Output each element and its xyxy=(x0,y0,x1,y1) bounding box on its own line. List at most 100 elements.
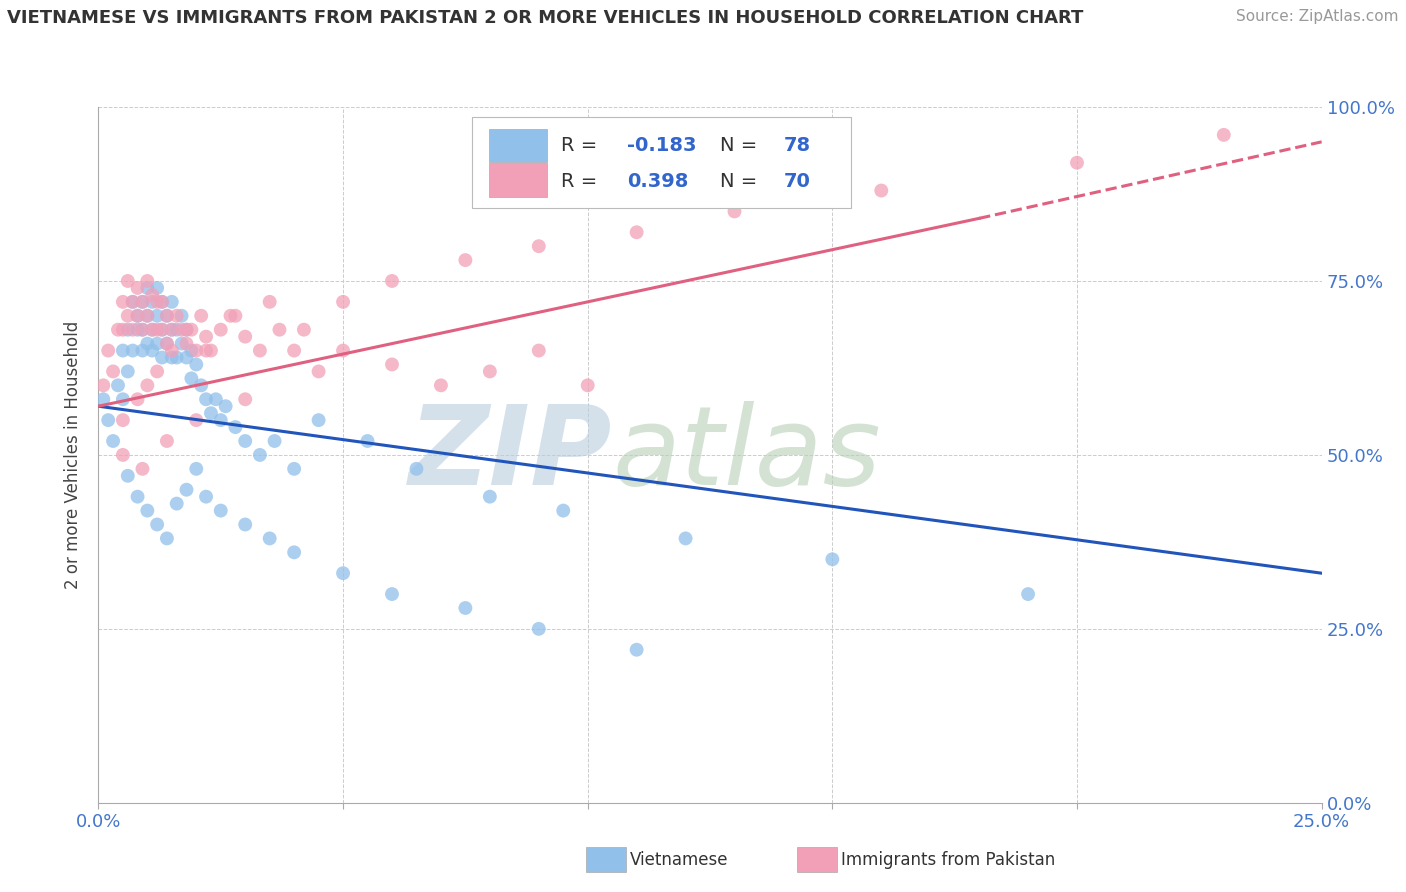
Text: atlas: atlas xyxy=(612,401,880,508)
Point xyxy=(141,294,163,309)
Point xyxy=(127,281,149,295)
Point xyxy=(146,323,169,337)
Point xyxy=(195,490,218,504)
Point xyxy=(156,336,179,351)
Point xyxy=(150,294,173,309)
Point xyxy=(160,323,183,337)
Point xyxy=(121,323,143,337)
Point xyxy=(111,448,134,462)
Point xyxy=(127,392,149,407)
Point xyxy=(131,323,153,337)
Text: 70: 70 xyxy=(783,172,810,191)
Point xyxy=(117,323,139,337)
Point xyxy=(176,351,198,365)
Point xyxy=(91,392,114,407)
Point xyxy=(97,413,120,427)
Point xyxy=(107,323,129,337)
Point xyxy=(160,343,183,358)
FancyBboxPatch shape xyxy=(489,128,547,162)
Point xyxy=(263,434,285,448)
Point xyxy=(111,323,134,337)
Text: R =: R = xyxy=(561,136,603,155)
Point xyxy=(131,462,153,476)
Point xyxy=(527,343,550,358)
Point xyxy=(156,309,179,323)
Point xyxy=(219,309,242,323)
Point xyxy=(160,294,183,309)
Point xyxy=(381,358,404,372)
Point xyxy=(356,434,378,448)
Point xyxy=(283,343,305,358)
Point xyxy=(141,323,163,337)
Point xyxy=(195,329,218,343)
Point xyxy=(97,343,120,358)
Point xyxy=(626,225,648,239)
Point xyxy=(200,406,222,420)
Point xyxy=(454,601,477,615)
Point xyxy=(160,351,183,365)
Point xyxy=(308,364,330,378)
Point xyxy=(186,462,208,476)
Point xyxy=(141,343,163,358)
Point xyxy=(170,323,193,337)
Point xyxy=(127,309,149,323)
Point xyxy=(166,323,188,337)
Point xyxy=(214,399,236,413)
Point xyxy=(176,336,198,351)
Point xyxy=(136,309,159,323)
Point xyxy=(156,434,179,448)
Point xyxy=(332,566,354,581)
Text: 0.398: 0.398 xyxy=(627,172,688,191)
Point xyxy=(186,358,208,372)
Point xyxy=(1212,128,1234,142)
Point xyxy=(101,364,124,378)
Point xyxy=(156,532,179,546)
Point xyxy=(209,503,232,517)
Point xyxy=(146,336,169,351)
Point xyxy=(870,184,893,198)
Point xyxy=(249,343,271,358)
Point xyxy=(156,336,179,351)
Point xyxy=(131,323,153,337)
Point xyxy=(136,309,159,323)
Point xyxy=(381,587,404,601)
Point xyxy=(160,323,183,337)
Point xyxy=(259,294,281,309)
Point xyxy=(136,378,159,392)
Point xyxy=(170,309,193,323)
Point xyxy=(332,343,354,358)
Point xyxy=(1017,587,1039,601)
FancyBboxPatch shape xyxy=(471,118,851,208)
Point xyxy=(121,294,143,309)
Point xyxy=(233,434,256,448)
Point xyxy=(224,420,246,434)
Y-axis label: 2 or more Vehicles in Household: 2 or more Vehicles in Household xyxy=(65,321,83,589)
Point xyxy=(283,462,305,476)
Point xyxy=(478,364,501,378)
Point xyxy=(283,545,305,559)
Point xyxy=(527,622,550,636)
Point xyxy=(176,323,198,337)
Point xyxy=(111,413,134,427)
Point xyxy=(150,294,173,309)
Point xyxy=(180,323,202,337)
Text: Source: ZipAtlas.com: Source: ZipAtlas.com xyxy=(1236,9,1399,24)
Point xyxy=(821,552,844,566)
Point xyxy=(233,517,256,532)
Point xyxy=(136,336,159,351)
Point xyxy=(249,448,271,462)
Point xyxy=(292,323,315,337)
Point xyxy=(209,413,232,427)
Point xyxy=(150,351,173,365)
Point xyxy=(146,294,169,309)
Point xyxy=(308,413,330,427)
Point xyxy=(381,274,404,288)
Point xyxy=(146,309,169,323)
Point xyxy=(166,309,188,323)
Point xyxy=(200,343,222,358)
Text: -0.183: -0.183 xyxy=(627,136,696,155)
Point xyxy=(180,343,202,358)
Point xyxy=(478,490,501,504)
Point xyxy=(117,274,139,288)
Point xyxy=(430,378,453,392)
